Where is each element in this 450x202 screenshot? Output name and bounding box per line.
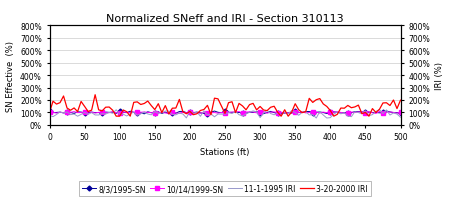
11-1-1995 IRI bbox=[47, 115, 52, 117]
3-20-2000 IRI bbox=[215, 98, 220, 101]
8/3/1995-SN bbox=[135, 113, 140, 115]
Y-axis label: IRI (%): IRI (%) bbox=[436, 62, 445, 90]
Title: Normalized SNeff and IRI - Section 310113: Normalized SNeff and IRI - Section 31011… bbox=[106, 14, 344, 24]
Line: 10/14/1999-SN: 10/14/1999-SN bbox=[48, 110, 402, 116]
8/3/1995-SN bbox=[314, 112, 319, 114]
Line: 8/3/1995-SN: 8/3/1995-SN bbox=[48, 110, 402, 116]
10/14/1999-SN bbox=[310, 111, 315, 114]
Legend: 8/3/1995-SN, 10/14/1999-SN, 11-1-1995 IRI, 3-20-2000 IRI: 8/3/1995-SN, 10/14/1999-SN, 11-1-1995 IR… bbox=[79, 181, 371, 196]
10/14/1999-SN bbox=[47, 112, 52, 114]
3-20-2000 IRI bbox=[142, 103, 147, 105]
10/14/1999-SN bbox=[292, 112, 298, 114]
3-20-2000 IRI bbox=[300, 112, 305, 114]
8/3/1995-SN bbox=[398, 112, 403, 115]
11-1-1995 IRI bbox=[310, 114, 315, 116]
10/14/1999-SN bbox=[377, 111, 382, 113]
3-20-2000 IRI bbox=[113, 115, 119, 118]
Line: 11-1-1995 IRI: 11-1-1995 IRI bbox=[50, 110, 400, 118]
10/14/1999-SN bbox=[398, 111, 403, 114]
10/14/1999-SN bbox=[208, 112, 214, 115]
11-1-1995 IRI bbox=[135, 115, 140, 117]
10/14/1999-SN bbox=[373, 113, 378, 115]
11-1-1995 IRI bbox=[292, 112, 298, 114]
11-1-1995 IRI bbox=[72, 113, 77, 116]
11-1-1995 IRI bbox=[398, 116, 403, 119]
10/14/1999-SN bbox=[72, 111, 77, 113]
8/3/1995-SN bbox=[296, 112, 302, 114]
11-1-1995 IRI bbox=[257, 117, 263, 119]
11-1-1995 IRI bbox=[314, 117, 319, 120]
10/14/1999-SN bbox=[135, 112, 140, 114]
3-20-2000 IRI bbox=[317, 98, 323, 100]
3-20-2000 IRI bbox=[92, 94, 98, 97]
Y-axis label: SN Effective  (%): SN Effective (%) bbox=[5, 40, 14, 111]
8/3/1995-SN bbox=[72, 113, 77, 115]
8/3/1995-SN bbox=[384, 110, 389, 113]
Line: 3-20-2000 IRI: 3-20-2000 IRI bbox=[50, 95, 400, 117]
11-1-1995 IRI bbox=[377, 109, 382, 111]
8/3/1995-SN bbox=[212, 110, 217, 113]
3-20-2000 IRI bbox=[265, 110, 270, 112]
3-20-2000 IRI bbox=[72, 107, 77, 110]
X-axis label: Stations (ft): Stations (ft) bbox=[200, 147, 250, 156]
10/14/1999-SN bbox=[257, 112, 263, 114]
11-1-1995 IRI bbox=[208, 113, 214, 116]
3-20-2000 IRI bbox=[398, 99, 403, 102]
8/3/1995-SN bbox=[142, 113, 147, 116]
3-20-2000 IRI bbox=[47, 112, 52, 114]
8/3/1995-SN bbox=[47, 111, 52, 113]
8/3/1995-SN bbox=[261, 113, 266, 115]
